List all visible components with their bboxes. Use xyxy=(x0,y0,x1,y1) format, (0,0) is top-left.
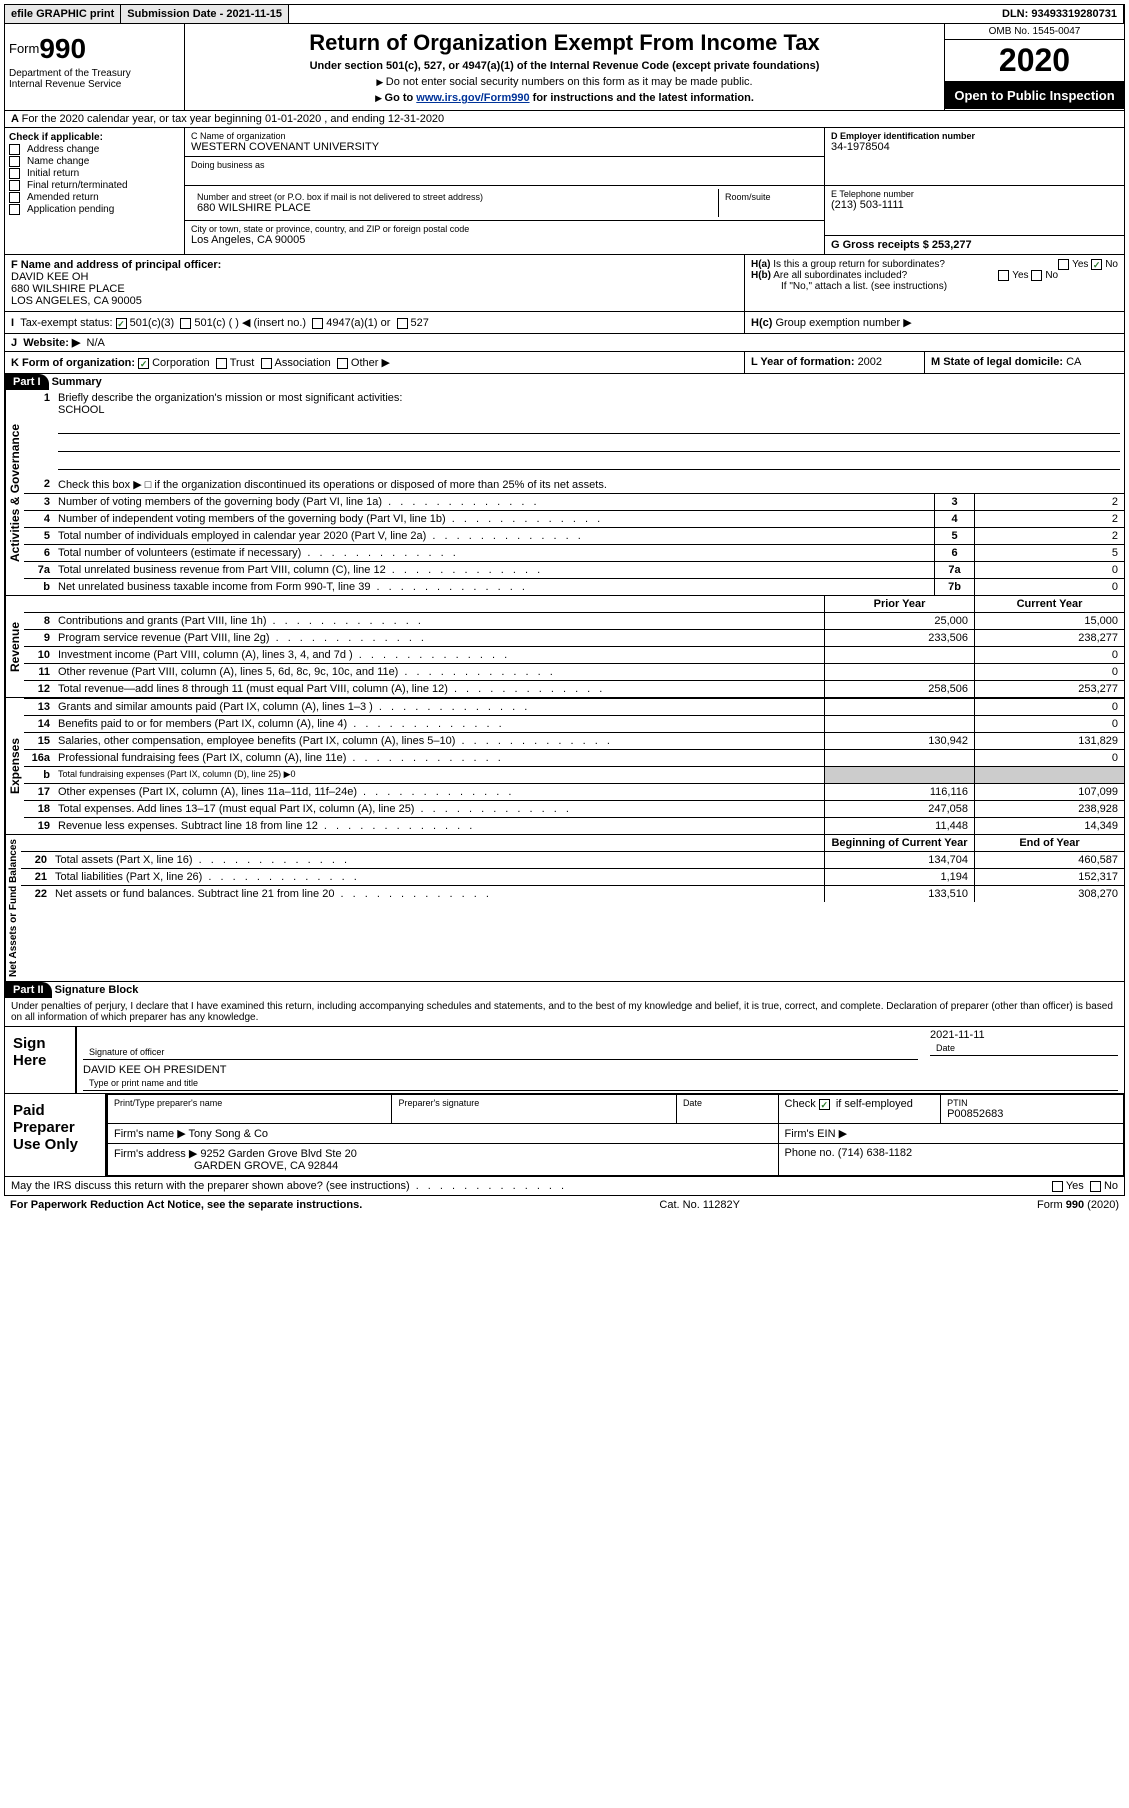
side-expenses: Expenses xyxy=(5,698,24,834)
box-k: K Form of organization: ✓Corporation Tru… xyxy=(5,352,744,373)
side-netassets: Net Assets or Fund Balances xyxy=(5,835,21,981)
part2-header: Part II xyxy=(5,982,52,998)
paid-preparer-label: Paid Preparer Use Only xyxy=(5,1094,105,1176)
officer-name: DAVID KEE OH PRESIDENT xyxy=(83,1064,1118,1076)
line-21: Total liabilities (Part X, line 26) xyxy=(51,869,824,885)
firm-addr1: 9252 Garden Grove Blvd Ste 20 xyxy=(200,1148,357,1160)
type-label: Type or print name and title xyxy=(83,1076,1118,1091)
dba-label: Doing business as xyxy=(191,160,818,170)
line-b: Total fundraising expenses (Part IX, col… xyxy=(54,767,824,783)
col-current: Current Year xyxy=(974,596,1124,612)
submission-date: Submission Date - 2021-11-15 xyxy=(121,5,289,23)
firm-phone: (714) 638-1182 xyxy=(838,1147,912,1159)
subtitle-2: Do not enter social security numbers on … xyxy=(191,76,938,88)
ein-label: D Employer identification number xyxy=(831,131,1118,141)
top-bar: efile GRAPHIC print Submission Date - 20… xyxy=(4,4,1125,24)
sign-here-label: Sign Here xyxy=(5,1027,75,1093)
sig-date: 2021-11-11 xyxy=(930,1029,1118,1041)
ptin-value: P00852683 xyxy=(947,1108,1117,1120)
prep-sig-label: Preparer's signature xyxy=(398,1098,669,1108)
name-label: C Name of organization xyxy=(191,131,818,141)
city-state-zip: Los Angeles, CA 90005 xyxy=(191,234,818,246)
line-b: Net unrelated business taxable income fr… xyxy=(54,579,934,595)
line-22: Net assets or fund balances. Subtract li… xyxy=(51,886,824,902)
firm-addr2: GARDEN GROVE, CA 92844 xyxy=(194,1160,338,1172)
gross-receipts: G Gross receipts $ 253,277 xyxy=(831,239,972,251)
line-11: Other revenue (Part VIII, column (A), li… xyxy=(54,664,824,680)
org-name: WESTERN COVENANT UNIVERSITY xyxy=(191,141,818,153)
line-a: A For the 2020 calendar year, or tax yea… xyxy=(4,111,1125,128)
sig-officer-label: Signature of officer xyxy=(83,1045,918,1060)
line-8: Contributions and grants (Part VIII, lin… xyxy=(54,613,824,629)
subtitle-1: Under section 501(c), 527, or 4947(a)(1)… xyxy=(191,60,938,72)
col-prior: Prior Year xyxy=(824,596,974,612)
line-3: Number of voting members of the governin… xyxy=(54,494,934,510)
footer-center: Cat. No. 11282Y xyxy=(659,1199,740,1211)
footer-left: For Paperwork Reduction Act Notice, see … xyxy=(10,1199,362,1211)
line-12: Total revenue—add lines 8 through 11 (mu… xyxy=(54,681,824,697)
line-4: Number of independent voting members of … xyxy=(54,511,934,527)
side-revenue: Revenue xyxy=(5,596,24,697)
phone-label: E Telephone number xyxy=(831,189,1118,199)
line-20: Total assets (Part X, line 16) xyxy=(51,852,824,868)
declaration: Under penalties of perjury, I declare th… xyxy=(5,998,1124,1026)
line-6: Total number of volunteers (estimate if … xyxy=(54,545,934,561)
box-m: M State of legal domicile: CA xyxy=(924,352,1124,373)
form-number: Form990 xyxy=(9,28,180,60)
prep-name-label: Print/Type preparer's name xyxy=(114,1098,385,1108)
ptin-label: PTIN xyxy=(947,1098,1117,1108)
open-inspection: Open to Public Inspection xyxy=(945,82,1124,109)
box-h: H(a) Is this a group return for subordin… xyxy=(744,255,1124,311)
date-label: Date xyxy=(930,1041,1118,1056)
city-label: City or town, state or province, country… xyxy=(191,224,818,234)
addr-label: Number and street (or P.O. box if mail i… xyxy=(197,192,712,202)
line-10: Investment income (Part VIII, column (A)… xyxy=(54,647,824,663)
tax-year: 2020 xyxy=(945,40,1124,82)
q1: Briefly describe the organization's miss… xyxy=(54,390,1124,476)
col-end: End of Year xyxy=(974,835,1124,851)
ein-value: 34-1978504 xyxy=(831,141,1118,153)
box-hc: H(c) Group exemption number ▶ xyxy=(744,312,1124,333)
box-i: I Tax-exempt status: ✓501(c)(3) 501(c) (… xyxy=(5,312,744,333)
line-5: Total number of individuals employed in … xyxy=(54,528,934,544)
footer-right: Form 990 (2020) xyxy=(1037,1199,1119,1211)
prep-date-label: Date xyxy=(683,1098,772,1108)
phone-value: (213) 503-1111 xyxy=(831,199,1118,211)
line-15: Salaries, other compensation, employee b… xyxy=(54,733,824,749)
line-19: Revenue less expenses. Subtract line 18 … xyxy=(54,818,824,834)
form990-link[interactable]: www.irs.gov/Form990 xyxy=(416,92,529,104)
firm-ein-label: Firm's EIN ▶ xyxy=(785,1128,848,1140)
form-title: Return of Organization Exempt From Incom… xyxy=(191,30,938,56)
col-begin: Beginning of Current Year xyxy=(824,835,974,851)
box-f: F Name and address of principal officer:… xyxy=(5,255,744,311)
side-activities: Activities & Governance xyxy=(5,390,24,595)
line-9: Program service revenue (Part VIII, line… xyxy=(54,630,824,646)
line-13: Grants and similar amounts paid (Part IX… xyxy=(54,699,824,715)
discuss-row: May the IRS discuss this return with the… xyxy=(5,1176,1124,1195)
line-18: Total expenses. Add lines 13–17 (must eq… xyxy=(54,801,824,817)
dept-label: Department of the Treasury Internal Reve… xyxy=(9,68,180,90)
dln: DLN: 93493319280731 xyxy=(996,5,1124,23)
box-b: Check if applicable: Address change Name… xyxy=(5,128,185,254)
line-17: Other expenses (Part IX, column (A), lin… xyxy=(54,784,824,800)
omb-number: OMB No. 1545-0047 xyxy=(945,24,1124,40)
box-j: J Website: ▶ N/A xyxy=(4,334,1125,352)
subtitle-3: Go to www.irs.gov/Form990 for instructio… xyxy=(191,92,938,104)
q2: Check this box ▶ □ if the organization d… xyxy=(54,476,1124,493)
room-label: Room/suite xyxy=(725,192,812,202)
efile-print-button[interactable]: efile GRAPHIC print xyxy=(5,5,121,23)
street-address: 680 WILSHIRE PLACE xyxy=(197,202,712,214)
firm-name: Tony Song & Co xyxy=(189,1128,269,1140)
line-14: Benefits paid to or for members (Part IX… xyxy=(54,716,824,732)
line-7a: Total unrelated business revenue from Pa… xyxy=(54,562,934,578)
box-l: L Year of formation: 2002 xyxy=(744,352,924,373)
line-16a: Professional fundraising fees (Part IX, … xyxy=(54,750,824,766)
part1-header: Part I xyxy=(5,374,49,390)
